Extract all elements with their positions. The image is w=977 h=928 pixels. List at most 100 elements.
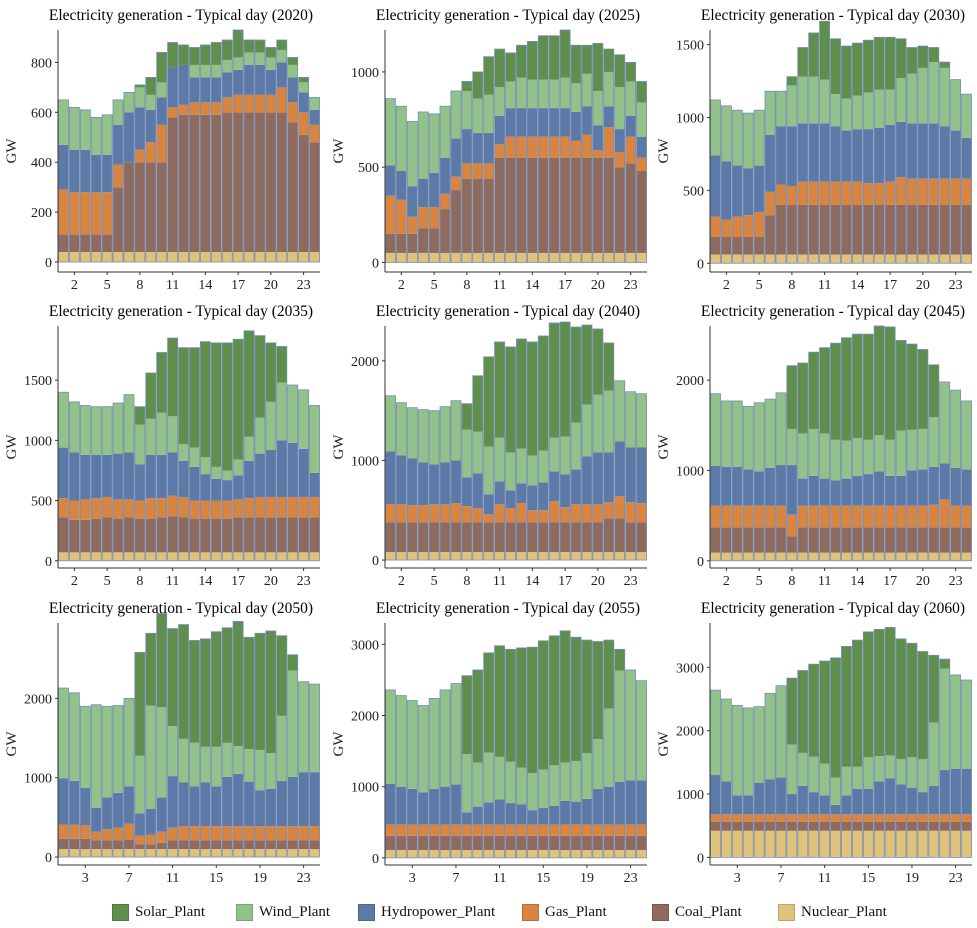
bar-wind-h13 (189, 447, 200, 467)
bar-hydropower-h3 (732, 795, 743, 815)
bar-wind-h11 (819, 79, 830, 124)
bar-gas-h10 (483, 514, 494, 523)
bar-coal-h5 (754, 527, 765, 553)
bar-wind-h14 (200, 746, 211, 783)
chart-panel-2025: Electricity generation - Typical day (20… (327, 0, 652, 296)
bar-solar-h12 (830, 343, 841, 440)
bar-wind-h18 (896, 78, 907, 122)
legend: Solar_Plant Wind_Plant Hydropower_Plant … (0, 898, 977, 926)
bar-wind-h6 (440, 689, 451, 787)
bar-coal-h1 (58, 517, 69, 553)
bar-solar-h11 (819, 21, 830, 80)
bar-coal-h14 (527, 835, 538, 851)
bar-gas-h17 (233, 94, 244, 113)
bar-outline-h15 (210, 342, 222, 562)
bar-gas-h18 (571, 824, 582, 836)
bar-coal-h18 (571, 835, 582, 851)
bar-hydropower-h7 (123, 452, 134, 500)
bar-nuclear-h16 (222, 849, 233, 858)
chart-panel-2050: Electricity generation - Typical day (20… (0, 593, 325, 889)
bar-gas-h10 (156, 124, 167, 163)
bar-wind-h17 (233, 745, 244, 774)
x-tick-label: 15 (536, 871, 550, 886)
bar-nuclear-h14 (527, 552, 538, 561)
bar-outline-h15 (210, 42, 222, 263)
bar-hydropower-h9 (797, 478, 808, 506)
bar-coal-h13 (841, 527, 852, 553)
bar-solar-h17 (233, 621, 244, 746)
bar-outline-h14 (199, 638, 211, 858)
bar-outline-h19 (581, 44, 593, 263)
bar-gas-h21 (603, 824, 614, 836)
bar-hydropower-h15 (211, 478, 222, 501)
y-tick-label: 800 (31, 56, 52, 71)
bar-gas-h4 (418, 824, 429, 836)
bar-outline-h16 (221, 39, 233, 263)
bar-coal-h8 (134, 162, 145, 253)
bar-outline-h3 (731, 704, 743, 858)
bar-gas-h13 (189, 102, 200, 115)
bar-nuclear-h12 (830, 254, 841, 264)
bar-nuclear-h11 (167, 252, 178, 263)
bar-gas-h9 (145, 498, 156, 519)
bar-nuclear-h17 (885, 254, 896, 264)
bar-coal-h22 (939, 821, 950, 831)
bar-wind-h9 (145, 418, 156, 455)
bar-coal-h24 (961, 527, 972, 553)
bar-nuclear-h14 (852, 552, 863, 561)
bar-wind-h8 (461, 753, 472, 813)
bar-hydropower-h20 (917, 469, 928, 506)
bar-coal-h14 (200, 518, 211, 553)
bar-outline-h22 (287, 384, 299, 562)
bar-wind-h14 (200, 457, 211, 475)
bar-outline-h12 (830, 657, 841, 858)
bar-coal-h13 (841, 204, 852, 255)
bar-outline-h17 (884, 627, 896, 858)
bar-coal-h12 (830, 204, 841, 255)
bar-coal-h4 (418, 835, 429, 851)
bar-gas-h7 (450, 824, 461, 836)
bar-coal-h1 (710, 527, 721, 553)
bar-nuclear-h1 (385, 850, 396, 858)
bar-wind-h17 (233, 459, 244, 476)
bar-coal-h24 (636, 171, 647, 253)
bar-outline-h3 (406, 121, 418, 263)
bar-nuclear-h15 (211, 552, 222, 561)
legend-item-coal: Coal_Plant (652, 902, 742, 922)
bar-outline-h6 (112, 402, 124, 562)
bar-nuclear-h11 (819, 552, 830, 561)
bar-hydropower-h8 (461, 129, 472, 164)
bar-hydropower-h8 (786, 794, 797, 815)
bar-coal-h13 (189, 518, 200, 553)
bar-wind-h10 (156, 82, 167, 98)
bar-gas-h21 (928, 504, 939, 528)
bar-gas-h2 (69, 192, 80, 235)
bar-hydropower-h2 (396, 171, 407, 200)
bar-solar-h12 (830, 38, 841, 95)
bar-wind-h18 (571, 761, 582, 802)
bar-gas-h2 (721, 505, 732, 528)
bar-outline-h12 (178, 44, 189, 263)
x-tick-label: 5 (104, 574, 111, 589)
bar-gas-h12 (830, 505, 841, 528)
bar-coal-h15 (538, 522, 549, 553)
bar-outline-h5 (101, 406, 113, 562)
bar-gas-h16 (549, 501, 560, 523)
bar-nuclear-h6 (765, 254, 776, 264)
bar-wind-h24 (961, 400, 972, 470)
y-tick-label: 2000 (351, 710, 379, 725)
bar-hydropower-h18 (571, 469, 582, 505)
bar-gas-h9 (797, 505, 808, 528)
bar-outline-h7 (123, 394, 135, 562)
bar-outline-h20 (592, 42, 604, 263)
bar-outline-h17 (232, 338, 244, 562)
legend-swatch-coal (652, 903, 669, 921)
bar-hydropower-h3 (407, 788, 418, 825)
bar-solar-h13 (841, 337, 852, 441)
bar-nuclear-h21 (276, 252, 287, 263)
bar-coal-h16 (549, 157, 560, 253)
bar-gas-h4 (418, 207, 429, 229)
bar-nuclear-h7 (775, 552, 786, 561)
bar-nuclear-h24 (961, 254, 972, 264)
bar-wind-h12 (505, 761, 516, 804)
